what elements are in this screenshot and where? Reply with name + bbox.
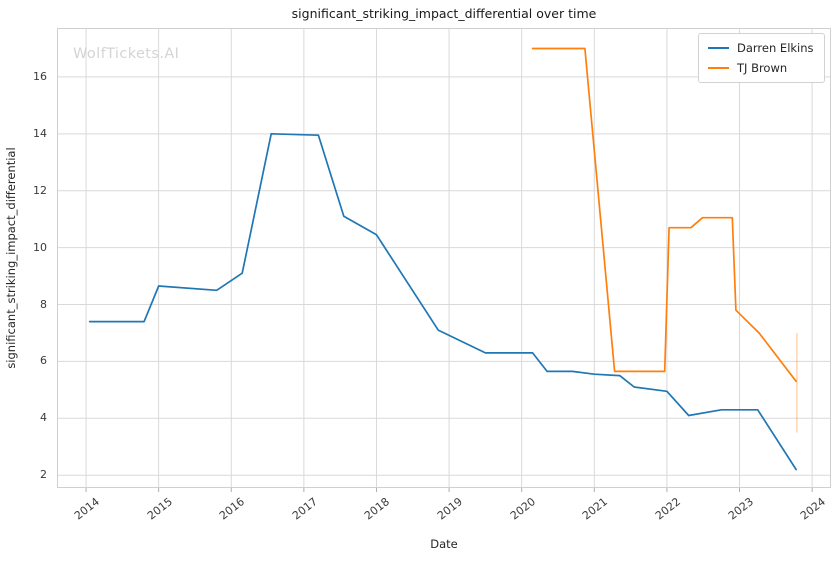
- x-tick-label: 2023: [725, 495, 756, 523]
- watermark: WolfTickets.AI: [73, 46, 180, 62]
- x-tick-label: 2017: [289, 495, 320, 523]
- y-tick-label: 16: [33, 69, 47, 83]
- x-tick-label: 2024: [798, 495, 829, 523]
- y-tick-label: 2: [40, 468, 47, 482]
- legend: Darren Elkins TJ Brown: [698, 33, 825, 83]
- y-tick-label: 10: [33, 240, 47, 254]
- x-axis-label: Date: [430, 537, 458, 551]
- plot-border: [57, 28, 831, 488]
- x-tick-label: 2020: [507, 495, 538, 523]
- y-tick-label: 4: [40, 411, 47, 425]
- y-axis-label-text: significant_striking_impact_differential: [4, 147, 18, 369]
- legend-item-darren-elkins: Darren Elkins: [708, 41, 814, 55]
- x-tick-label: 2022: [652, 495, 683, 523]
- x-tick-label: 2021: [580, 495, 611, 523]
- x-tick-label: 2014: [71, 495, 103, 523]
- legend-swatch-tj-brown: [708, 67, 729, 69]
- legend-label-tj-brown: TJ Brown: [737, 61, 788, 75]
- y-tick-label: 6: [40, 354, 47, 368]
- plot-area: WolfTickets.AI Darren Elkins TJ Brown: [57, 28, 831, 492]
- y-tick-label: 14: [33, 126, 47, 140]
- series-line-tj-brown: [531, 47, 797, 383]
- legend-label-darren-elkins: Darren Elkins: [737, 41, 814, 55]
- x-tick-label: 2015: [144, 495, 175, 523]
- x-tick-label: 2018: [362, 495, 393, 523]
- series-line-darren-elkins: [88, 132, 797, 471]
- x-tick-label: 2019: [435, 495, 466, 523]
- chart-svg: [57, 28, 831, 492]
- legend-swatch-darren-elkins: [708, 47, 729, 49]
- y-tick-label: 8: [40, 297, 47, 311]
- legend-item-tj-brown: TJ Brown: [708, 61, 814, 75]
- x-tick-label: 2016: [217, 495, 248, 523]
- y-tick-label: 12: [33, 183, 47, 197]
- chart-title: significant_striking_impact_differential…: [291, 6, 597, 21]
